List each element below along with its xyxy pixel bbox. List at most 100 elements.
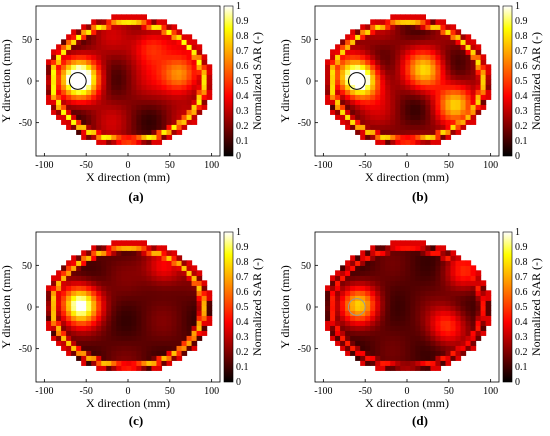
heatmap-cell [465, 59, 472, 65]
heatmap-cell [111, 104, 117, 110]
heatmap-cell [101, 335, 107, 341]
heatmap-cell [116, 84, 122, 90]
heatmap-cell [450, 310, 457, 316]
heatmap-cell [181, 49, 188, 55]
heatmap-cell [465, 310, 472, 316]
heatmap-cell [425, 79, 432, 85]
heatmap-cell [470, 270, 477, 276]
heatmap-cell [121, 74, 127, 80]
heatmap-cell [405, 44, 411, 50]
heatmap-cell [405, 119, 411, 125]
colorbar-tick-label: 0 [236, 377, 241, 388]
heatmap-cell [136, 24, 142, 30]
heatmap-cell [385, 265, 391, 271]
heatmap-cell [420, 310, 426, 316]
heatmap-cell [395, 64, 401, 70]
heatmap-cell [51, 290, 57, 296]
heatmap-cell [405, 295, 411, 301]
heatmap-cell [460, 320, 467, 326]
heatmap-cell [420, 290, 426, 296]
heatmap-cell [61, 84, 67, 90]
heatmap-cell [156, 330, 163, 336]
heatmap-cell [415, 114, 421, 120]
heatmap-cell [340, 89, 346, 95]
heatmap-cell [400, 275, 406, 281]
heatmap-cell [435, 114, 442, 120]
heatmap-cell [146, 365, 153, 371]
heatmap-cell [365, 114, 371, 120]
heatmap-cell [201, 280, 208, 286]
heatmap-cell [161, 54, 168, 60]
heatmap-cell [375, 74, 381, 80]
heatmap-cell [360, 320, 366, 326]
heatmap-cell [435, 54, 442, 60]
heatmap-cell [146, 245, 153, 251]
heatmap-cell [76, 54, 82, 60]
heatmap-cell [475, 84, 482, 90]
heatmap-cell [166, 29, 173, 35]
heatmap-cell [350, 124, 356, 130]
heatmap-cell [385, 129, 391, 135]
heatmap-cell [51, 315, 57, 321]
heatmap-cell [151, 44, 158, 50]
heatmap-cell [111, 315, 117, 321]
heatmap-cell [445, 250, 452, 256]
heatmap-cell [111, 39, 117, 45]
heatmap-cell [151, 345, 158, 351]
heatmap-cell [350, 104, 356, 110]
heatmap-cell [350, 29, 356, 35]
heatmap-cell [350, 99, 356, 105]
heatmap-cell [400, 355, 406, 361]
heatmap-cell [375, 315, 381, 321]
heatmap-cell [355, 109, 361, 115]
heatmap-cell [440, 330, 447, 336]
heatmap-cell [156, 134, 163, 140]
heatmap-cell [385, 255, 391, 261]
heatmap-cell [116, 345, 122, 351]
heatmap-cell [405, 245, 411, 251]
heatmap-cell [56, 84, 62, 90]
heatmap-cell [440, 270, 447, 276]
heatmap-cell [181, 260, 188, 266]
heatmap-cell [86, 64, 92, 70]
heatmap-cell [435, 275, 442, 281]
heatmap-cell [420, 265, 426, 271]
heatmap-cell [91, 34, 97, 40]
heatmap-cell [400, 119, 406, 125]
heatmap-cell [335, 295, 341, 301]
heatmap-cell [365, 59, 371, 65]
heatmap-cell [146, 84, 153, 90]
heatmap-cell [390, 330, 396, 336]
heatmap-cell [61, 315, 67, 321]
heatmap-cell [61, 300, 67, 306]
heatmap-cell [76, 280, 82, 286]
heatmap-cell [370, 104, 376, 110]
heatmap-cell [415, 290, 421, 296]
heatmap-cell [455, 345, 462, 351]
heatmap-cell [176, 285, 183, 291]
heatmap-cell [121, 245, 127, 251]
heatmap-cell [405, 74, 411, 80]
heatmap-cell [56, 275, 62, 281]
heatmap-cell [91, 134, 97, 140]
heatmap-cell [385, 365, 391, 371]
heatmap-cell [475, 280, 482, 286]
heatmap-cell [375, 365, 381, 371]
heatmap-cell [325, 305, 331, 311]
heatmap-cell [460, 49, 467, 55]
heatmap-cell [475, 270, 482, 276]
heatmap-cell [196, 310, 203, 316]
heatmap-cell [156, 79, 163, 85]
heatmap-cell [445, 129, 452, 135]
heatmap-cell [111, 290, 117, 296]
heatmap-cell [91, 350, 97, 356]
heatmap-cell [455, 325, 462, 331]
y-tick-label: -50 [19, 344, 32, 355]
heatmap-cell [365, 360, 371, 366]
heatmap-cell [465, 345, 472, 351]
heatmap-cell [355, 94, 361, 100]
heatmap-cell [475, 54, 482, 60]
heatmap-cell [425, 340, 432, 346]
colorbar-tick-label: 0.4 [236, 91, 249, 102]
heatmap-cell [121, 44, 127, 50]
